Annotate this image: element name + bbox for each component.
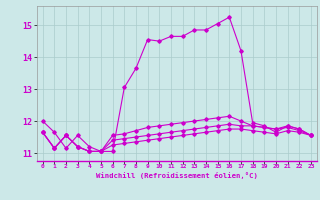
- X-axis label: Windchill (Refroidissement éolien,°C): Windchill (Refroidissement éolien,°C): [96, 172, 258, 179]
